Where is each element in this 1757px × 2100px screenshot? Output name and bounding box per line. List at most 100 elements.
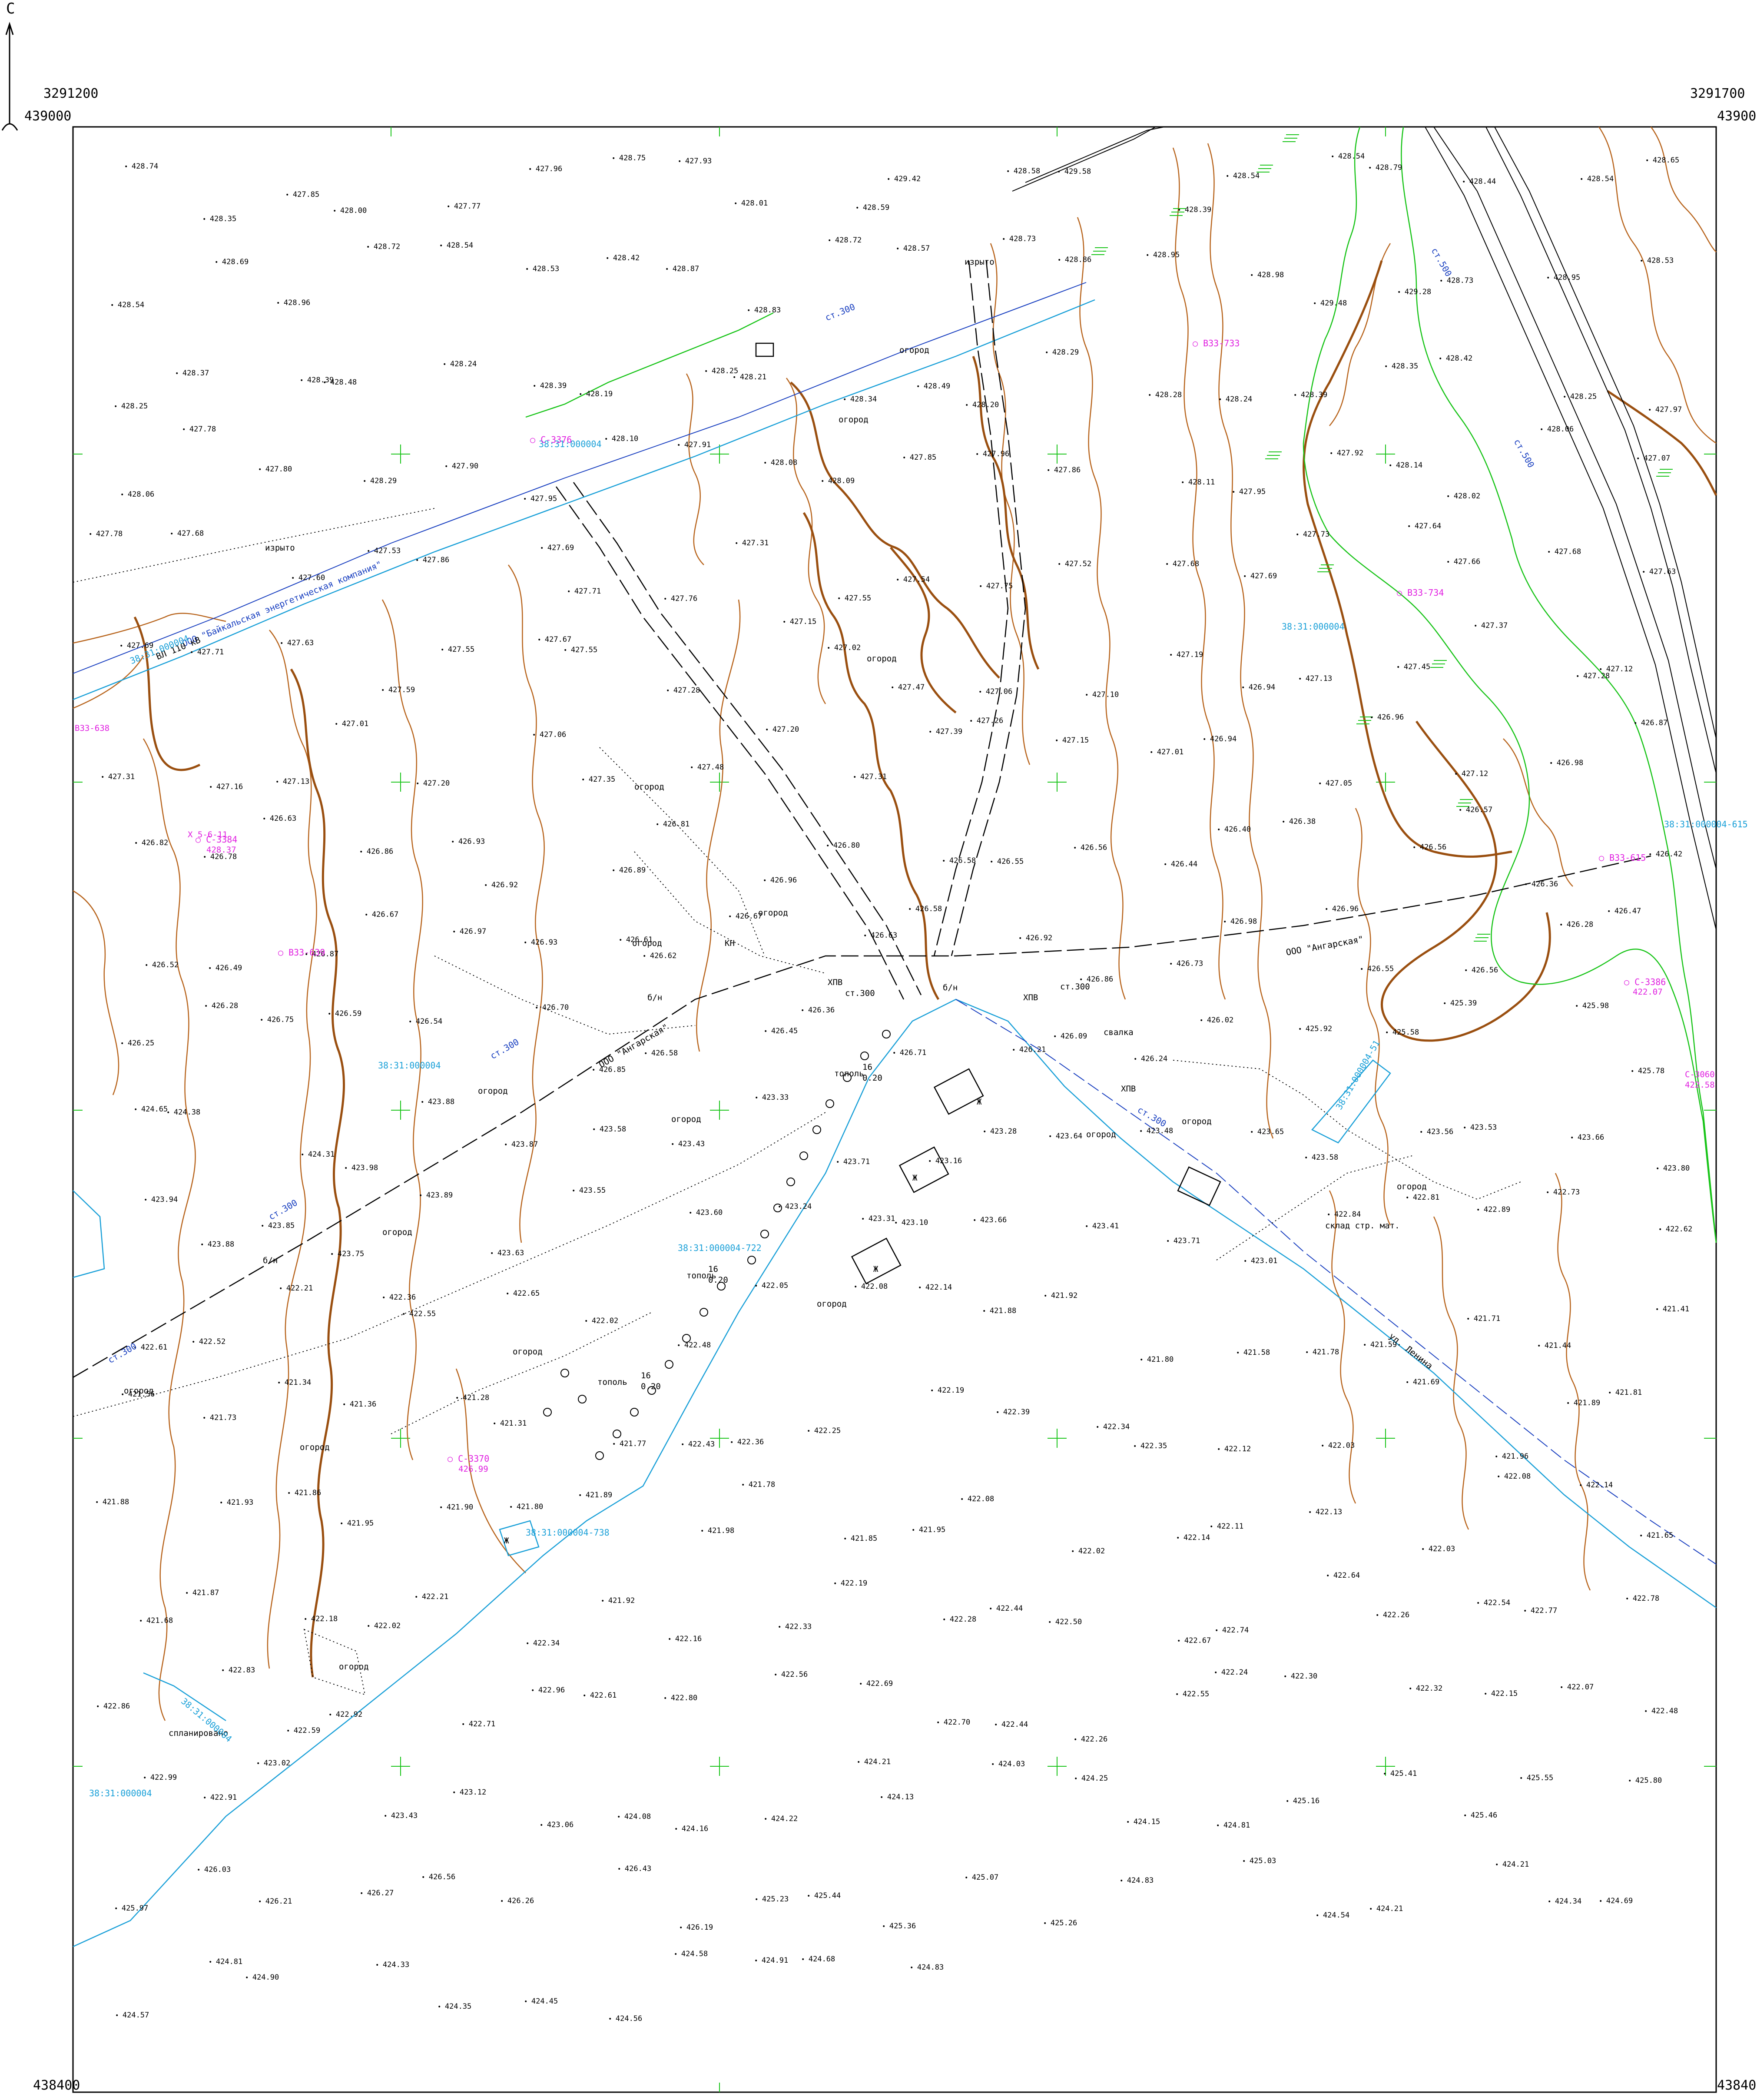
elevation-point: 426.94 bbox=[1241, 683, 1275, 692]
elevation-point: 426.56 bbox=[1073, 843, 1107, 852]
elevation-point: 422.05 bbox=[754, 1281, 788, 1290]
elevation-point: 428.25 bbox=[704, 367, 738, 375]
elevation-point: 423.71 bbox=[836, 1158, 870, 1166]
benchmark-c3060: С-3060 bbox=[1685, 1070, 1715, 1079]
label-ogorod-10: огород bbox=[513, 1347, 543, 1357]
elevation-point: 422.34 bbox=[1096, 1423, 1130, 1431]
elevation-point: 427.53 bbox=[367, 547, 401, 555]
elevation-point: 425.36 bbox=[882, 1922, 916, 1931]
elevation-point: 427.78 bbox=[89, 530, 123, 538]
elevation-point: 426.85 bbox=[592, 1065, 626, 1074]
elevation-point: 426.63 bbox=[262, 814, 296, 823]
elevation-point: 424.54 bbox=[1316, 1911, 1349, 1920]
elevation-point: 426.21 bbox=[258, 1897, 292, 1906]
elevation-point: 424.34 bbox=[1548, 1897, 1581, 1906]
elevation-point: 427.12 bbox=[1454, 770, 1488, 778]
benchmark-c3386-elev: 422.07 bbox=[1633, 987, 1663, 997]
elevation-point: 422.48 bbox=[1644, 1707, 1678, 1715]
cadastral-label-6: 38:31:000004 bbox=[1282, 621, 1345, 632]
elevation-point: 425.07 bbox=[965, 1873, 998, 1882]
elevation-point: 426.67 bbox=[365, 910, 398, 919]
cadastral-boundaries bbox=[73, 299, 1717, 1947]
elevation-point: 426.28 bbox=[1559, 920, 1593, 929]
elevation-point: 422.03 bbox=[1321, 1441, 1355, 1450]
elevation-point: 426.97 bbox=[452, 927, 486, 936]
benchmark-v33-733: В33-733 bbox=[1193, 338, 1240, 348]
elevation-point: 426.75 bbox=[260, 1015, 294, 1024]
elevation-point: 427.55 bbox=[837, 594, 871, 603]
elevation-point: 426.71 bbox=[892, 1048, 926, 1057]
elevation-point: 422.86 bbox=[96, 1702, 130, 1711]
benchmark-c3060-elev: 422.58 bbox=[1685, 1080, 1715, 1090]
elevation-point: 425.55 bbox=[1519, 1774, 1553, 1782]
elevation-point: 428.95 bbox=[1546, 273, 1580, 282]
elevation-point: 421.34 bbox=[277, 1378, 311, 1387]
elevation-point: 428.10 bbox=[604, 435, 638, 443]
elevation-point: 427.69 bbox=[540, 544, 574, 552]
label-zh-1: Ж bbox=[977, 1097, 982, 1107]
label-zh-4: Ж bbox=[504, 1536, 509, 1546]
elevation-point: 424.81 bbox=[209, 1957, 242, 1966]
elevation-point: 421.71 bbox=[1466, 1314, 1500, 1323]
elevation-point: 422.62 bbox=[1658, 1225, 1692, 1234]
elevation-point: 428.86 bbox=[1058, 255, 1091, 264]
elevation-point: 427.75 bbox=[979, 582, 1013, 591]
elevation-point: 428.39 bbox=[1177, 206, 1211, 214]
elevation-point: 428.83 bbox=[747, 306, 781, 315]
elevation-point: 421.92 bbox=[601, 1596, 635, 1605]
elevation-point: 427.67 bbox=[537, 635, 571, 644]
label-khpv-1: ХПВ bbox=[828, 978, 843, 987]
elevation-point: 422.81 bbox=[1406, 1193, 1439, 1202]
elevation-point: 427.68 bbox=[1547, 547, 1581, 556]
elevation-point: 425.44 bbox=[807, 1891, 841, 1900]
elevation-point: 424.21 bbox=[857, 1758, 891, 1766]
elevation-point: 421.65 bbox=[1639, 1531, 1673, 1540]
elevation-point: 427.52 bbox=[1058, 560, 1091, 568]
elevation-point: 425.03 bbox=[1242, 1857, 1276, 1865]
elevation-point: 427.63 bbox=[280, 639, 314, 647]
elevation-point: 422.02 bbox=[367, 1622, 401, 1630]
cadastral-label-4: 38:31:000004-722 bbox=[678, 1243, 762, 1253]
elevation-point: 425.58 bbox=[1385, 1028, 1419, 1037]
elevation-point: 427.68 bbox=[1165, 560, 1199, 568]
elevation-point: 428.79 bbox=[1368, 163, 1402, 172]
elevation-point: 426.94 bbox=[1203, 735, 1237, 743]
elevation-point: 426.19 bbox=[679, 1923, 713, 1932]
elevation-point: 424.13 bbox=[880, 1793, 914, 1801]
elevation-point: 428.35 bbox=[202, 215, 236, 223]
label-zh-3: Ж bbox=[873, 1264, 878, 1274]
elevation-point: 426.52 bbox=[145, 961, 179, 969]
elevation-point: 426.61 bbox=[619, 936, 653, 944]
elevation-point: 427.55 bbox=[564, 646, 597, 654]
elevation-point: 425.80 bbox=[1628, 1776, 1662, 1785]
elevation-point: 424.21 bbox=[1495, 1860, 1529, 1869]
elevation-point: 428.24 bbox=[443, 360, 477, 368]
elevation-point: 427.01 bbox=[1150, 748, 1183, 756]
elevation-point: 422.11 bbox=[1210, 1522, 1243, 1531]
elevation-point: 423.10 bbox=[894, 1218, 928, 1227]
label-splanirovano: спланировано bbox=[169, 1728, 229, 1738]
elevation-point: 428.11 bbox=[1181, 478, 1215, 487]
elevation-point: 421.89 bbox=[578, 1491, 612, 1500]
benchmark-c3386: С-3386 bbox=[1624, 977, 1666, 987]
elevation-point: 425.39 bbox=[1443, 999, 1477, 1008]
elevation-point: 426.09 bbox=[1053, 1032, 1087, 1041]
label-topol-3: тополь bbox=[597, 1377, 627, 1387]
elevation-point: 427.71 bbox=[567, 587, 601, 596]
elevation-point: 428.39 bbox=[533, 382, 567, 390]
elevation-point: 427.80 bbox=[258, 465, 292, 474]
elevation-point: 423.58 bbox=[1304, 1153, 1338, 1162]
label-ogorod-15: огород bbox=[1182, 1117, 1212, 1126]
elevation-point: 428.01 bbox=[734, 199, 768, 208]
elevation-point: 422.96 bbox=[531, 1686, 565, 1695]
label-ogorod-4: огород bbox=[634, 782, 664, 792]
elevation-point: 427.37 bbox=[1474, 621, 1508, 630]
elevation-point: 426.70 bbox=[535, 1003, 569, 1012]
elevation-point: 427.28 bbox=[666, 686, 700, 695]
label-ogorod-17: огород bbox=[1397, 1182, 1427, 1191]
elevation-point: 427.20 bbox=[765, 725, 799, 734]
elevation-point: 427.26 bbox=[969, 717, 1003, 725]
map-frame bbox=[72, 126, 1717, 2093]
elevation-point: 423.75 bbox=[330, 1250, 364, 1258]
elevation-point: 421.88 bbox=[982, 1307, 1016, 1315]
